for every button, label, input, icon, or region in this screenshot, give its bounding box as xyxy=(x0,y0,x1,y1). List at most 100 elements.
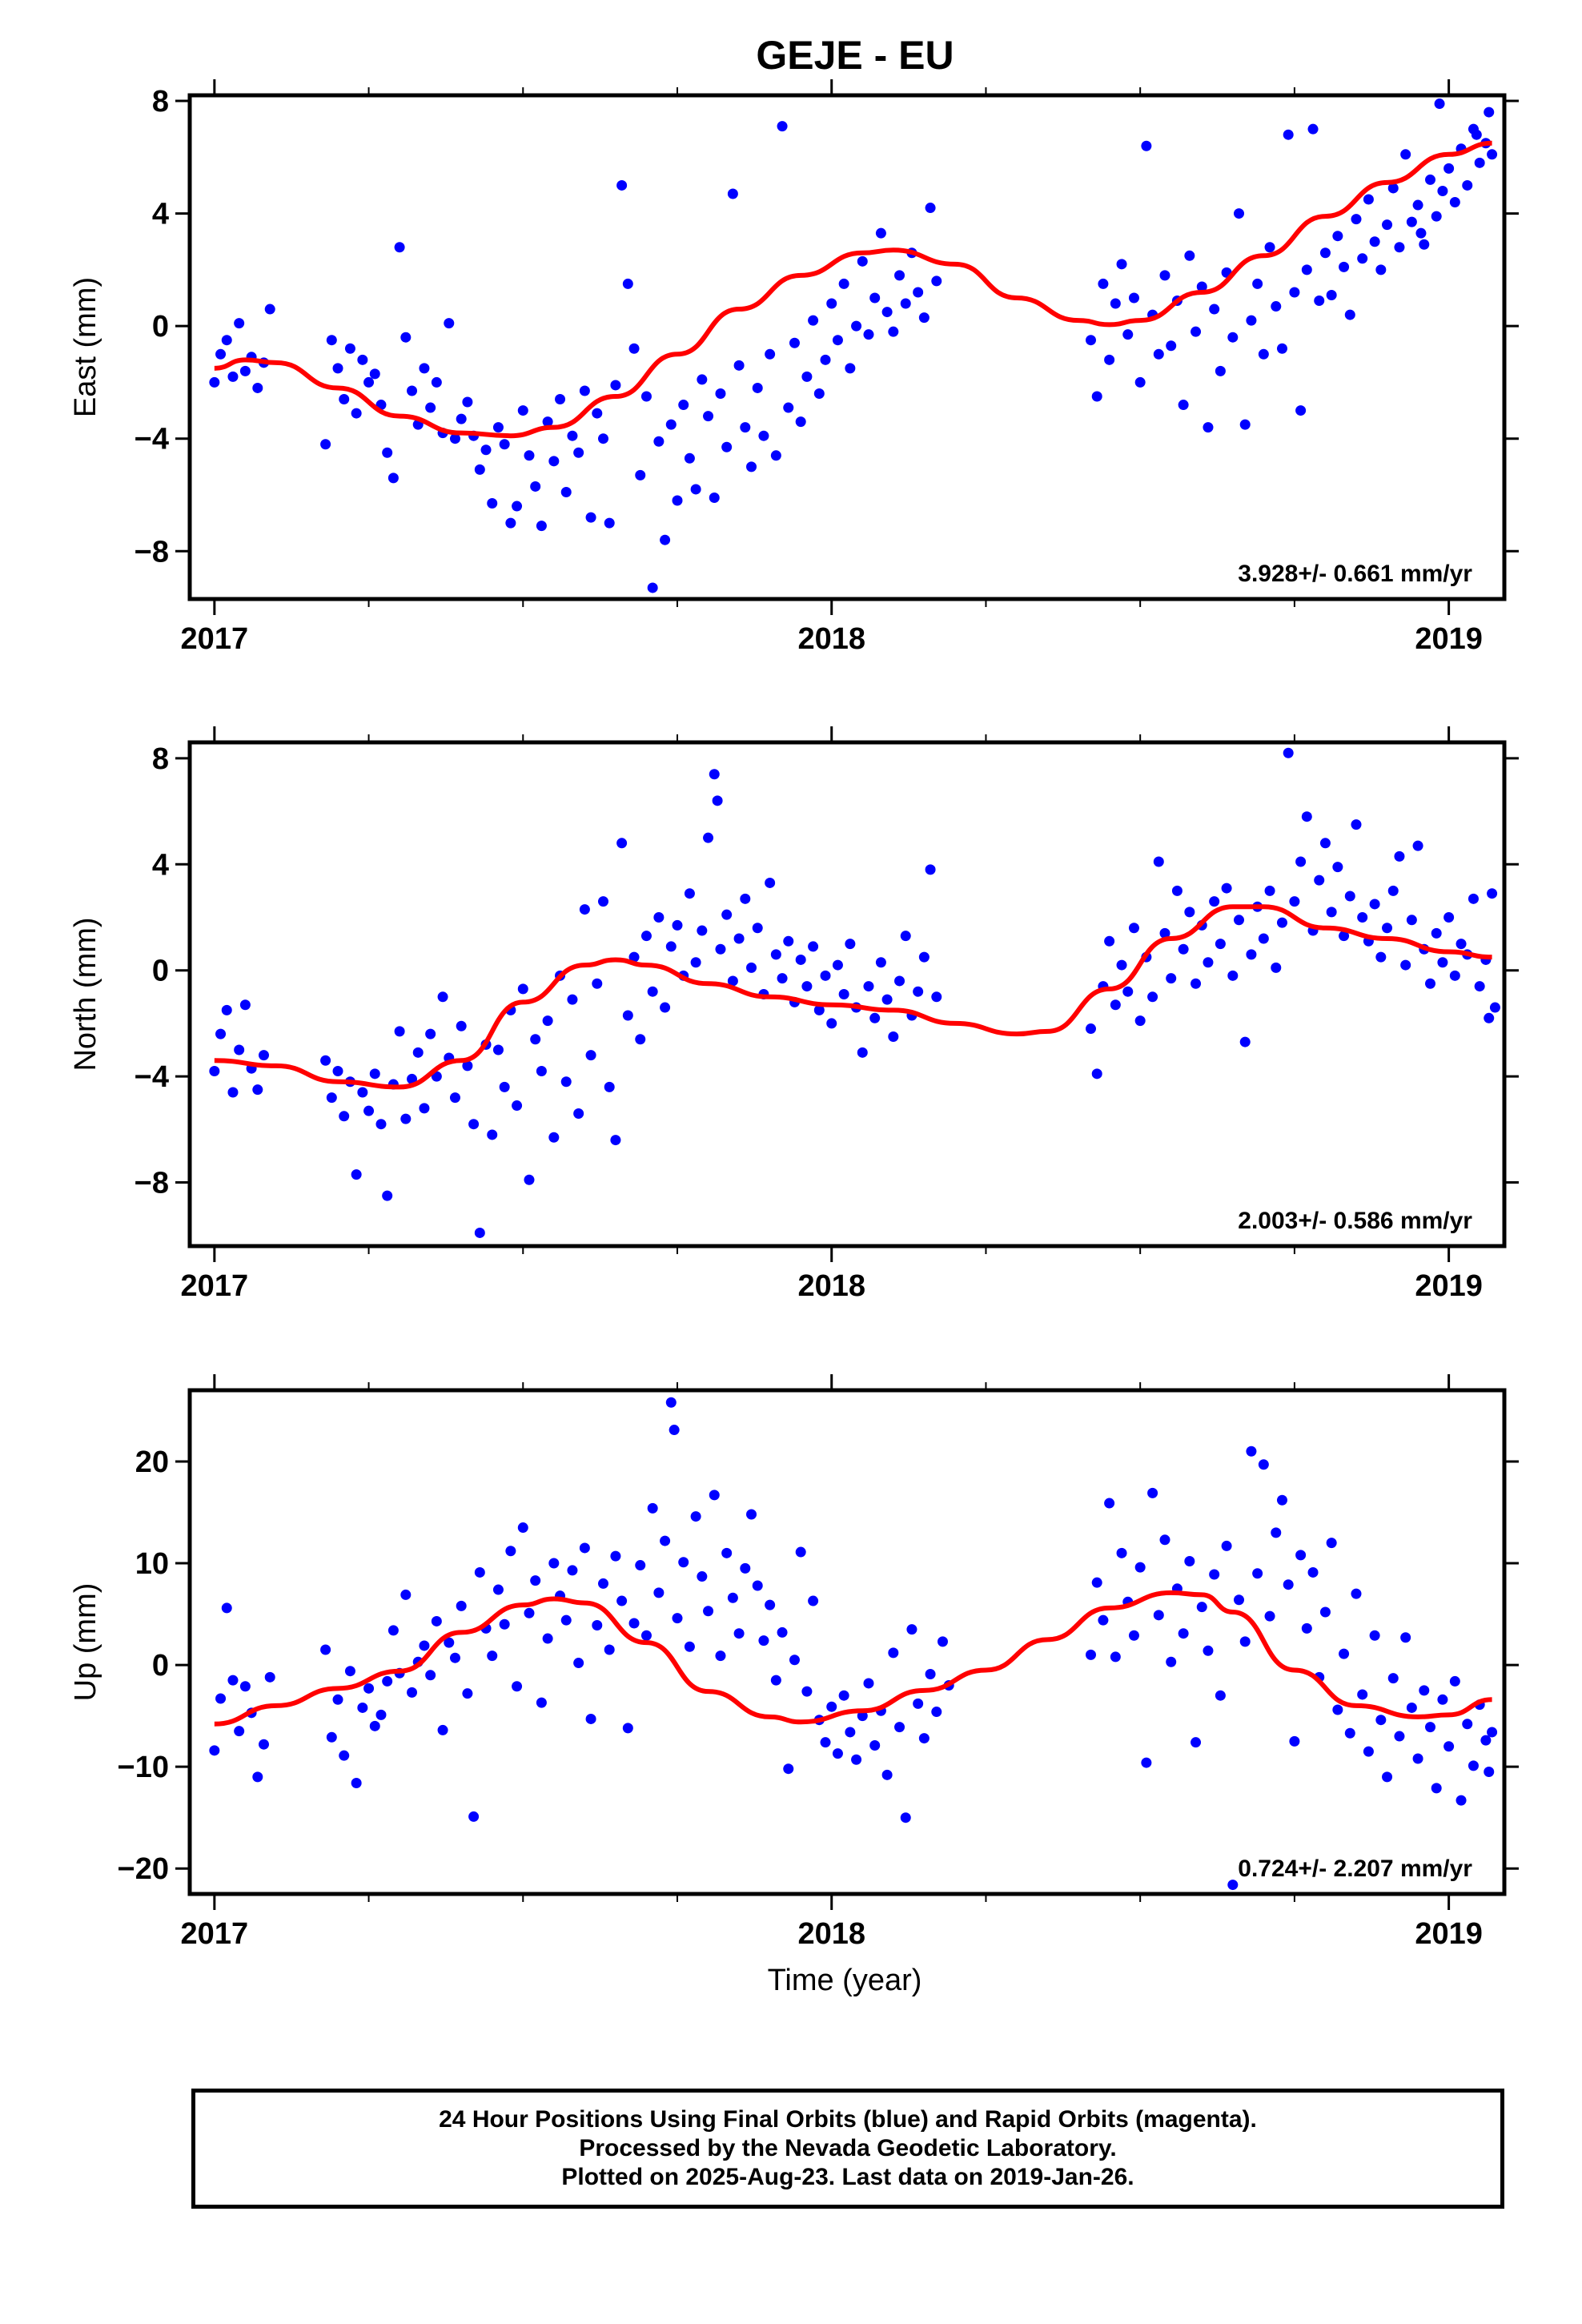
panel-3-data-point xyxy=(672,1613,683,1624)
panel-2-data-point xyxy=(616,838,628,849)
panel-1-frame xyxy=(187,93,1507,601)
panel-2-data-point xyxy=(1178,943,1189,955)
panel-1-data-point xyxy=(382,447,393,458)
panel-3-data-point xyxy=(1326,1538,1337,1549)
panel-2-data-point xyxy=(1295,856,1307,867)
panel-2-ytick-label: 0 xyxy=(152,955,169,988)
panel-2-data-point xyxy=(931,991,942,1003)
panel-3-data-point xyxy=(456,1600,467,1611)
panel-1-data-point xyxy=(610,380,621,391)
panel-2-data-point xyxy=(1258,933,1269,944)
panel-2-data-point xyxy=(1104,935,1115,947)
panel-3-data-point xyxy=(647,1502,658,1514)
panel-1-data-point xyxy=(1295,405,1307,416)
panel-3-data-point xyxy=(610,1550,621,1562)
panel-1-data-point xyxy=(1203,422,1214,433)
panel-1-data-point xyxy=(585,512,596,523)
panel-3-data-point xyxy=(344,1666,355,1677)
panel-2-frame xyxy=(187,740,1507,1248)
panel-2-data-point xyxy=(820,970,831,981)
panel-3-data-point xyxy=(913,1698,924,1709)
panel-2-fit-curve xyxy=(214,904,1492,1090)
panel-3-data-point xyxy=(1086,1649,1097,1660)
panel-2-data-point xyxy=(845,939,856,950)
panel-2-data-point xyxy=(783,935,794,947)
panel-1-ytick-label: −4 xyxy=(135,423,169,456)
panel-3-data-point xyxy=(1424,1722,1435,1733)
panel-3-data-point xyxy=(264,1671,275,1683)
panel-1-data-point xyxy=(820,354,831,365)
panel-3-data-point xyxy=(1215,1690,1226,1701)
panel-1-data-point xyxy=(1264,242,1275,253)
panel-1-data-point xyxy=(647,582,658,593)
panel-1-data-point xyxy=(592,408,603,419)
panel-2-data-point xyxy=(672,919,683,931)
panel-2-data-point xyxy=(1283,747,1294,758)
panel-1-data-point xyxy=(697,374,708,385)
panel-2-data-point xyxy=(801,981,813,992)
panel-3-data-point xyxy=(1468,1760,1479,1771)
panel-3-data-point xyxy=(931,1707,942,1718)
panel-2-data-point xyxy=(339,1111,350,1122)
panel-1-data-point xyxy=(838,278,849,289)
panel-1-data-point xyxy=(1301,264,1312,275)
panel-3-data-point xyxy=(1307,1566,1319,1578)
panel-2-data-point xyxy=(1332,862,1343,873)
panel-2-data-point xyxy=(499,1081,510,1092)
panel-3-data-point xyxy=(1419,1685,1430,1696)
panel-1-data-point xyxy=(721,441,733,452)
panel-2-data-point xyxy=(1431,927,1442,939)
panel-3-ytick-label: 20 xyxy=(135,1445,169,1479)
panel-3-data-point xyxy=(375,1709,387,1720)
panel-1-data-point xyxy=(1415,227,1427,239)
panel-1-data-point xyxy=(1449,197,1460,208)
panel-3-data-point xyxy=(1239,1636,1251,1647)
panel-3-data-point xyxy=(851,1754,862,1765)
panel-3-data-point xyxy=(925,1669,936,1680)
panel-2-data-point xyxy=(1412,840,1423,851)
panel-2-data-point xyxy=(894,975,905,987)
panel-1-data-point xyxy=(499,439,510,450)
panel-1-data-point xyxy=(1344,309,1355,320)
panel-1-data-point xyxy=(715,388,726,399)
panel-2-data-point xyxy=(746,962,757,973)
panel-3-data-point xyxy=(487,1651,498,1662)
panel-1-fit-curve xyxy=(214,140,1492,439)
panel-3-data-point xyxy=(239,1681,251,1692)
panel-3-data-point xyxy=(1406,1702,1417,1713)
panel-1-data-point xyxy=(1215,365,1226,376)
panel-1-data-point xyxy=(703,411,714,422)
panel-3-data-point xyxy=(573,1658,584,1669)
panel-2-data-point xyxy=(1437,957,1448,968)
panel-3-data-point xyxy=(1437,1694,1448,1705)
footer-line-3: Plotted on 2025-Aug-23. Last data on 201… xyxy=(561,2164,1134,2190)
panel-3-data-point xyxy=(826,1701,837,1712)
panel-2-data-point xyxy=(487,1129,498,1140)
panel-3-data-point xyxy=(746,1509,757,1520)
panel-2-data-point xyxy=(1227,970,1239,981)
panel-2-data-point xyxy=(1339,931,1350,942)
panel-3-data-point xyxy=(894,1722,905,1733)
panel-2-data-point xyxy=(1400,959,1411,971)
panel-1-data-point xyxy=(1462,179,1473,191)
panel-1-xtick-label: 2018 xyxy=(797,622,865,656)
panel-1-data-point xyxy=(487,498,498,509)
panel-1-data-point xyxy=(387,472,399,484)
panel-3-data-point xyxy=(1283,1579,1294,1590)
panel-1-data-point xyxy=(832,335,843,346)
panel-3-data-point xyxy=(888,1647,899,1659)
panel-3-data-point xyxy=(765,1599,776,1610)
panel-3-data-point xyxy=(616,1595,628,1606)
panel-1-data-point xyxy=(234,318,245,329)
panel-1-data-point xyxy=(660,534,671,545)
panel-2-data-point xyxy=(1474,981,1485,992)
panel-1-ytick-label: 0 xyxy=(152,310,169,344)
footer-line-1: 24 Hour Positions Using Final Orbits (bl… xyxy=(439,2106,1257,2133)
panel-2-data-point xyxy=(394,1026,405,1037)
panel-1-data-point xyxy=(808,315,819,326)
panel-3-data-point xyxy=(387,1625,399,1636)
panel-2-data-point xyxy=(375,1119,387,1130)
panel-3-data-point xyxy=(721,1547,733,1558)
panel-1-data-point xyxy=(1443,163,1455,174)
panel-1-data-point xyxy=(419,363,430,374)
